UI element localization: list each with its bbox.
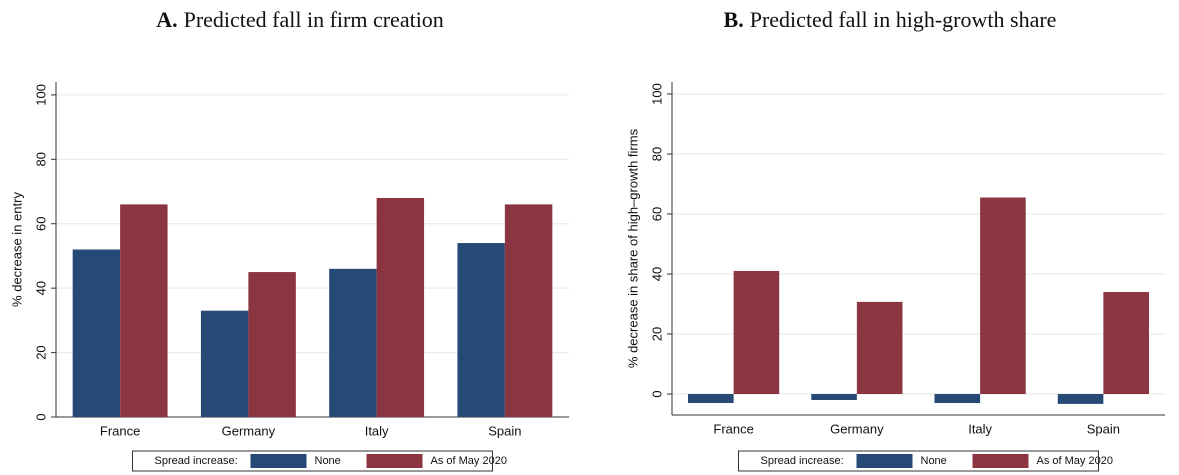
y-tick-label: 40 <box>33 281 48 295</box>
title-text: Predicted fall in high-growth share <box>750 7 1057 32</box>
legend-title: Spread increase: <box>761 455 844 467</box>
y-tick-label: 80 <box>649 147 664 161</box>
bar <box>1057 394 1104 404</box>
bar <box>376 197 425 417</box>
x-tick-label: France <box>713 421 753 436</box>
bar <box>504 204 553 417</box>
legend-label: None <box>921 455 947 467</box>
legend-label: As of May 2020 <box>431 455 507 467</box>
legend-swatch <box>856 454 913 468</box>
bar <box>934 394 981 403</box>
legend-label: As of May 2020 <box>1037 455 1113 467</box>
x-tick-label: Germany <box>830 421 884 436</box>
title-text: Predicted fall in firm creation <box>184 7 444 32</box>
legend-swatch <box>366 454 423 468</box>
y-tick-label: 20 <box>649 327 664 341</box>
y-tick-label: 40 <box>649 267 664 281</box>
y-tick-label: 60 <box>33 216 48 230</box>
bar <box>733 271 780 394</box>
bar <box>329 268 377 417</box>
bar <box>980 197 1026 394</box>
y-axis-label: % decrease in share of high–growth firms <box>625 128 640 368</box>
y-tick-label: 20 <box>33 345 48 359</box>
panel-label: B. <box>724 7 744 32</box>
y-tick-label: 0 <box>649 390 664 397</box>
x-tick-label: Spain <box>488 423 521 438</box>
legend-swatch <box>972 454 1029 468</box>
chart-title: A. Predicted fall in firm creation <box>156 7 444 32</box>
bar <box>856 301 903 394</box>
bar <box>120 204 168 417</box>
y-axis-label: % decrease in entry <box>9 192 24 307</box>
bar <box>248 272 296 417</box>
legend-title: Spread increase: <box>155 455 238 467</box>
x-tick-label: France <box>100 423 140 438</box>
bar <box>811 394 857 400</box>
chart-title: B. Predicted fall in high-growth share <box>724 7 1057 32</box>
bar <box>72 249 121 417</box>
y-tick-label: 60 <box>649 207 664 221</box>
panel-label: A. <box>156 7 177 32</box>
bar <box>457 243 505 417</box>
legend-label: None <box>315 455 341 467</box>
y-tick-label: 100 <box>33 84 48 106</box>
bar <box>688 394 734 403</box>
y-tick-label: 0 <box>33 413 48 420</box>
y-tick-label: 80 <box>33 152 48 166</box>
bar <box>1103 292 1149 394</box>
legend-swatch <box>250 454 307 468</box>
x-tick-label: Spain <box>1087 421 1120 436</box>
y-tick-label: 100 <box>649 83 664 105</box>
x-tick-label: Germany <box>222 423 276 438</box>
x-tick-label: Italy <box>365 423 389 438</box>
x-tick-label: Italy <box>968 421 992 436</box>
bar <box>200 310 249 417</box>
